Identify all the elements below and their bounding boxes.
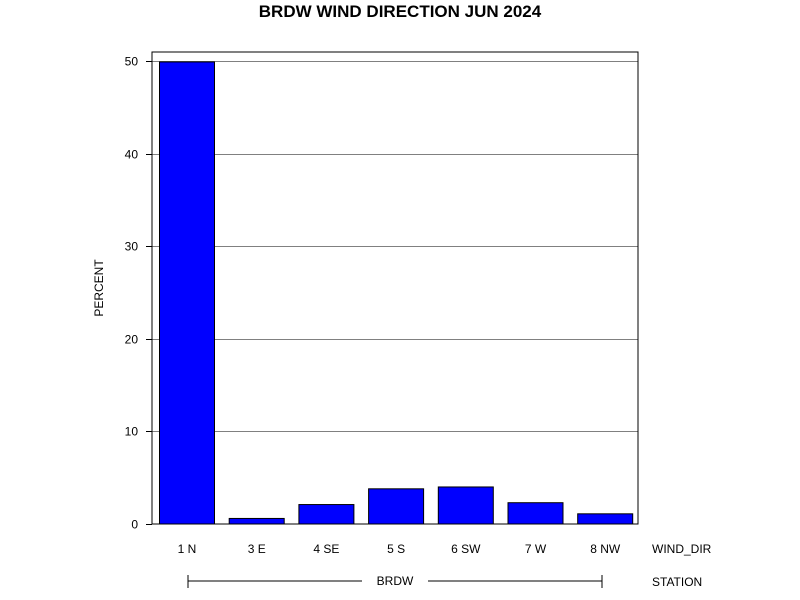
x-tick-label: 5 S [387,542,405,556]
x-axis-title: WIND_DIR [652,542,712,556]
y-tick-label: 50 [125,55,139,69]
bar [298,504,355,525]
bar [159,61,215,525]
x-tick-label: 7 W [525,542,547,556]
y-axis: 0 10 20 30 40 50 [125,55,152,532]
grid-lines [152,61,638,432]
bar [368,488,425,525]
x-tick-label: 6 SW [451,542,481,556]
x-axis: 1 N 3 E 4 SE 5 S 6 SW 7 W 8 NW [178,542,621,556]
bar [228,517,285,525]
chart-title: BRDW WIND DIRECTION JUN 2024 [258,2,542,21]
plot-frame [151,51,639,525]
x-tick-label: 4 SE [313,542,339,556]
bar [507,502,564,525]
y-tick-label: 40 [125,148,139,162]
station-axis-title: STATION [652,575,702,589]
x-tick-label: 8 NW [590,542,621,556]
x-tick-label: 3 E [248,542,266,556]
x-tick-label: 1 N [178,542,197,556]
y-tick-label: 10 [125,425,139,439]
station-group-bracket: BRDW [187,574,603,588]
y-axis-title: PERCENT [92,259,106,317]
y-tick-label: 30 [125,240,139,254]
station-group-label: BRDW [377,574,414,588]
y-tick-label: 0 [131,518,138,532]
y-tick-label: 20 [125,333,139,347]
bar [577,513,634,525]
bar [437,486,494,525]
bars [159,61,634,525]
